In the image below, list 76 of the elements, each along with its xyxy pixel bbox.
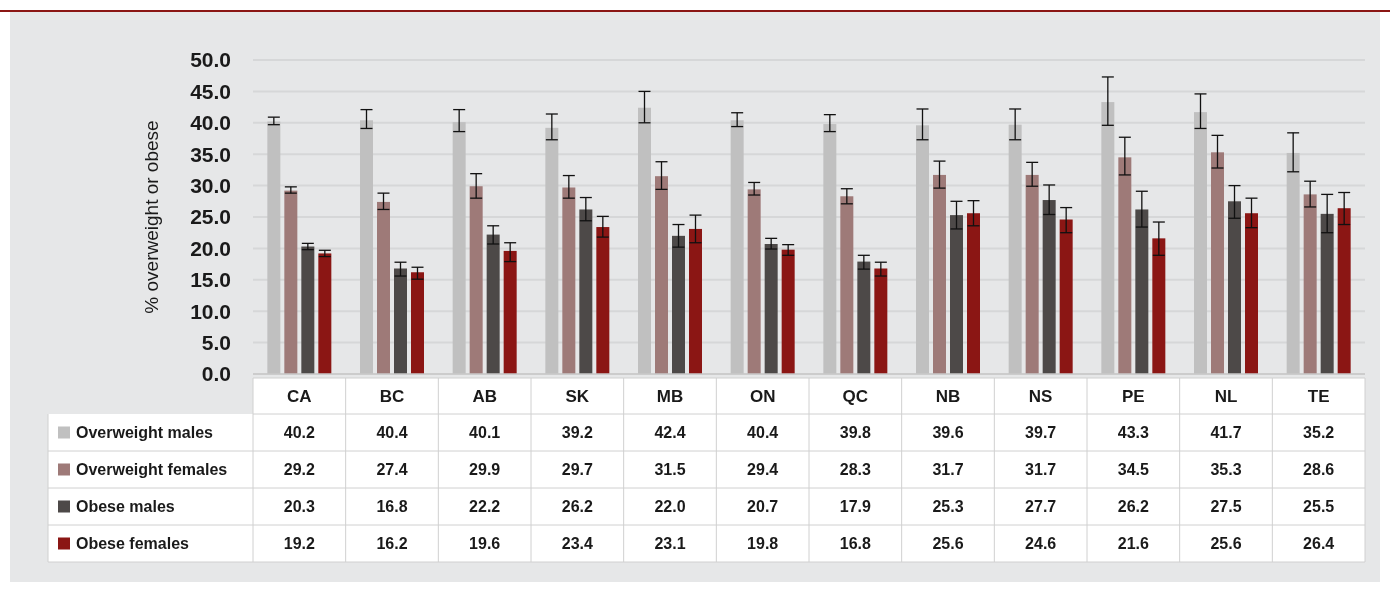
y-tick-label: 40.0 <box>190 111 231 135</box>
x-tick-label: AB <box>472 386 497 406</box>
data-label: 19.2 <box>283 535 316 553</box>
data-label: 31.5 <box>654 461 686 479</box>
y-tick-label: 10.0 <box>190 299 231 323</box>
data-label: 29.2 <box>283 461 316 479</box>
data-label: 41.7 <box>1210 424 1242 442</box>
y-tick-label: 20.0 <box>190 236 231 260</box>
data-label: 43.3 <box>1117 424 1150 442</box>
data-label: 26.2 <box>561 498 594 516</box>
data-label: 35.3 <box>1210 461 1242 479</box>
data-label: 25.3 <box>932 498 964 516</box>
data-label: 39.7 <box>1025 424 1057 442</box>
x-tick-label: NB <box>935 386 961 406</box>
data-label: 22.0 <box>654 498 686 516</box>
data-label: 24.6 <box>1025 535 1057 553</box>
data-label: 39.2 <box>561 424 594 442</box>
data-label: 29.7 <box>561 461 594 479</box>
data-label: 25.6 <box>932 535 964 553</box>
data-label: 42.4 <box>654 424 686 442</box>
data-label: 20.7 <box>747 498 779 516</box>
y-axis-title: % overweight or obese <box>141 120 162 314</box>
data-label: 40.4 <box>376 424 408 442</box>
data-label: 25.5 <box>1303 498 1335 516</box>
x-tick-label: NL <box>1214 386 1238 406</box>
legend-label: Overweight males <box>76 424 214 442</box>
y-tick-label: 5.0 <box>201 330 231 354</box>
data-label: 16.8 <box>839 535 872 553</box>
data-label: 26.4 <box>1303 535 1335 553</box>
data-label: 40.2 <box>283 424 316 442</box>
x-tick-label: NS <box>1028 386 1053 406</box>
y-tick-label: 15.0 <box>190 268 231 292</box>
data-label: 23.1 <box>654 535 686 553</box>
data-label: 22.2 <box>469 498 501 516</box>
x-tick-label: SK <box>565 386 590 406</box>
x-tick-label: PE <box>1121 386 1145 406</box>
y-tick-label: 25.0 <box>190 205 231 229</box>
x-tick-label: BC <box>379 386 405 406</box>
data-label: 31.7 <box>1025 461 1057 479</box>
data-label: 39.8 <box>839 424 872 442</box>
x-tick-label: QC <box>842 386 869 406</box>
data-label: 27.7 <box>1025 498 1057 516</box>
data-label: 16.2 <box>376 535 408 553</box>
data-label: 39.6 <box>932 424 964 442</box>
data-label: 28.6 <box>1303 461 1335 479</box>
data-label: 23.4 <box>561 535 594 553</box>
data-label: 31.7 <box>932 461 964 479</box>
data-label: 29.4 <box>747 461 779 479</box>
y-tick-label: 0.0 <box>201 362 231 386</box>
data-label: 19.8 <box>747 535 779 553</box>
data-label: 35.2 <box>1303 424 1335 442</box>
data-label: 29.9 <box>469 461 501 479</box>
y-tick-label: 35.0 <box>190 142 231 166</box>
legend-label: Overweight females <box>76 461 228 479</box>
data-label: 40.4 <box>747 424 779 442</box>
y-tick-label: 45.0 <box>190 79 231 103</box>
data-label: 21.6 <box>1117 535 1150 553</box>
x-tick-label: MB <box>656 386 684 406</box>
data-label: 27.4 <box>376 461 408 479</box>
data-label: 40.1 <box>469 424 501 442</box>
y-tick-label: 30.0 <box>190 173 231 197</box>
x-tick-label: ON <box>749 386 776 406</box>
data-label: 17.9 <box>839 498 872 516</box>
data-label: 25.6 <box>1210 535 1242 553</box>
data-label: 28.3 <box>839 461 872 479</box>
data-label: 26.2 <box>1117 498 1150 516</box>
data-label: 34.5 <box>1117 461 1150 479</box>
legend-label: Obese females <box>76 535 190 553</box>
y-tick-label: 50.0 <box>190 48 231 72</box>
data-label: 20.3 <box>283 498 316 516</box>
data-label: 16.8 <box>376 498 408 516</box>
x-tick-label: CA <box>287 386 312 406</box>
data-label: 19.6 <box>469 535 501 553</box>
legend-label: Obese males <box>76 498 175 516</box>
x-tick-label: TE <box>1307 386 1330 406</box>
data-label: 27.5 <box>1210 498 1242 516</box>
